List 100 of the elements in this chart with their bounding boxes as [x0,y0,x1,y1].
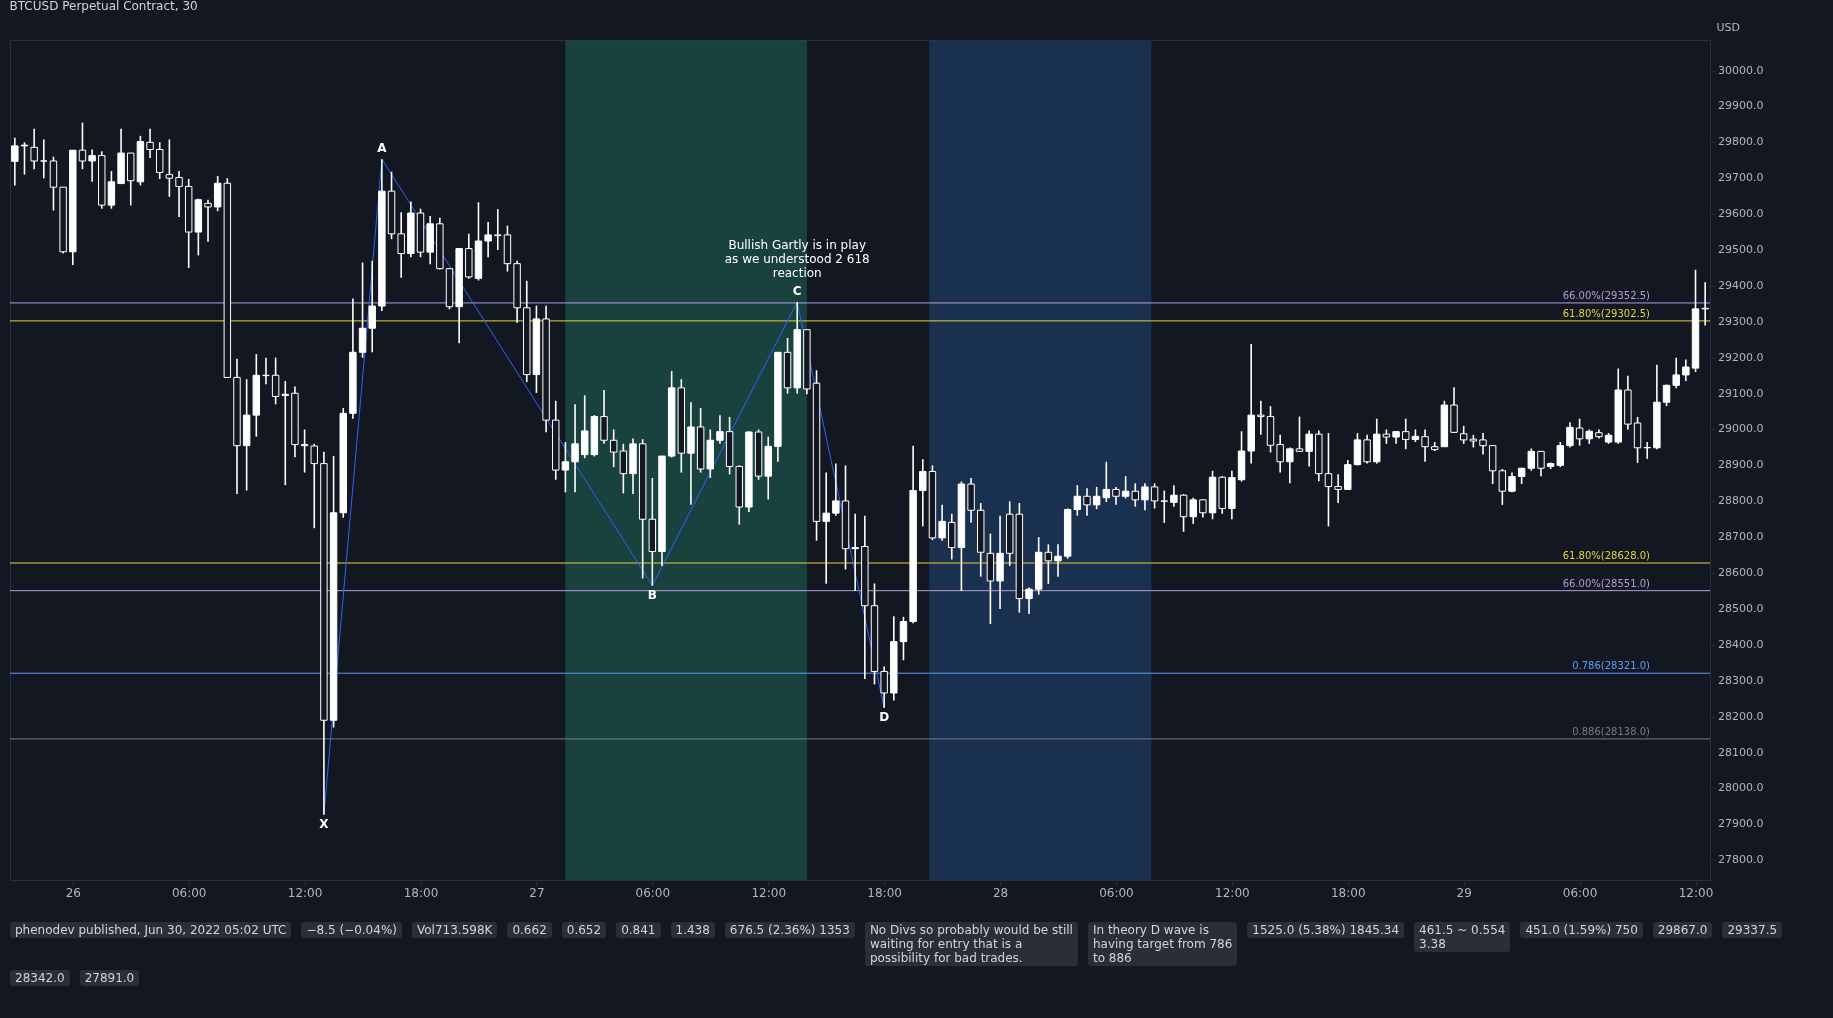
candlestick [271,356,280,406]
candlestick [1479,432,1487,456]
candlestick [368,259,376,354]
text: 676.5 (2.36%) 1353 [724,922,855,938]
candlestick [938,504,946,542]
x-tick-label: 28 [992,885,1009,900]
x-tick-label: 06:00 [1562,885,1598,900]
ref-line-label: 66.00%(29352.5) [1562,289,1651,301]
ref-line-label: 0.786(28321.0) [1572,660,1651,672]
candlestick [156,141,164,180]
candlestick [1160,489,1168,524]
candlestick [1131,482,1139,508]
candlestick [310,443,318,530]
y-tick-label: 28500.0 [1718,601,1764,615]
y-tick-label: 27800.0 [1718,853,1764,867]
y-tick-label: 29900.0 [1718,99,1764,113]
text: 461.5 ~ 0.554 3.38 [1414,922,1511,952]
candlestick [561,441,570,494]
y-tick-label: 28300.0 [1718,673,1764,687]
candlestick [899,616,908,662]
candlestick [30,127,38,171]
candlestick [1701,281,1709,327]
chart-title: BTCUSD Perpetual Contract, 30 [9,0,198,13]
x-tick-label: 12:00 [1215,885,1250,900]
y-tick-label: 28600.0 [1718,566,1764,580]
y-tick-label: 30000.0 [1718,63,1764,77]
candlestick [880,665,888,709]
y-tick-label: 29500.0 [1718,243,1764,256]
text: 0.652 [561,922,607,938]
candlestick [78,121,87,171]
candlestick [1054,543,1062,578]
ref-line-label: 61.80%(28628.0) [1562,550,1651,562]
x-tick-label: 12:00 [287,885,323,900]
candlestick [1334,473,1342,504]
candlestick [571,403,579,494]
candlestick [88,148,96,183]
x-tick-label: 18:00 [867,885,902,900]
candlestick [1150,482,1159,510]
text: 27891.0 [79,970,140,986]
candlestick [1324,432,1333,528]
text: In theory D wave is having target from 786 to 886 [1087,922,1238,966]
y-tick-label: 29700.0 [1718,171,1764,185]
candlestick [484,221,492,258]
candlestick [1179,493,1188,533]
y-tick-label: 28900.0 [1718,458,1764,472]
candlestick [204,198,212,243]
candlestick [1025,586,1033,615]
candlestick [1363,434,1371,465]
candlestick [107,170,116,210]
annotation: Bullish Gartly is in play as we understood 2 618 reaction [724,238,870,281]
candlestick [1189,496,1197,525]
text: 1.438 [670,922,715,938]
candlestick [1672,356,1680,390]
candlestick [822,471,830,585]
candlestick [919,458,927,528]
candlestick [11,136,19,187]
candlestick [1575,417,1584,447]
candlestick [600,389,608,445]
candlestick [1566,421,1574,449]
candlestick [716,414,724,445]
text: 0.662 [507,922,552,938]
text: 28342.0 [10,970,70,986]
y-tick-label: 28100.0 [1718,745,1764,759]
candlestick [300,428,309,474]
candlestick [40,138,48,180]
candlestick [397,211,405,279]
candlestick [1141,482,1149,512]
candlestick [1276,434,1284,474]
candlestick [146,127,154,159]
candlestick [494,208,502,251]
candlestick [1257,399,1265,436]
text: No Divs so probably would be still waiting for entry that is a possibility for bad trades. [864,922,1078,966]
y-tick-label: 29200.0 [1718,350,1764,364]
candlestick [1421,428,1429,463]
candlestick [851,513,859,592]
text: 1525.0 (5.38%) 1845.34 [1247,922,1405,938]
text: 29867.0 [1652,922,1713,938]
y-tick-label: 27900.0 [1718,817,1764,831]
x-tick-label: 26 [65,885,81,900]
candlestick [165,138,174,198]
candlestick [1402,417,1410,451]
y-tick-label: 29800.0 [1718,135,1764,149]
candlestick [1170,484,1178,508]
x-tick-label: 06:00 [635,885,671,900]
ref-line-label: 66.00%(28551.0) [1562,577,1651,589]
y-tick-label: 28800.0 [1718,494,1764,508]
ref-line-label: 61.80%(29302.5) [1562,307,1651,319]
y-tick-label: 28700.0 [1718,530,1764,544]
candlestick [1556,441,1564,468]
y-tick-label: 28200.0 [1718,709,1764,723]
candlestick [281,380,289,486]
ref-line-label: 0.886(28138.0) [1572,725,1651,737]
candlestick [832,462,840,517]
y-tick-label: 29000.0 [1718,422,1764,436]
annotation: D [879,709,890,724]
text: phenodev published, Jun 30, 2022 05:02 UTC [10,922,292,938]
text: −8.5 (−0.04%) [301,922,402,938]
candlestick [1121,475,1130,500]
candlestick [175,170,183,218]
x-tick-label: 18:00 [1330,885,1366,900]
